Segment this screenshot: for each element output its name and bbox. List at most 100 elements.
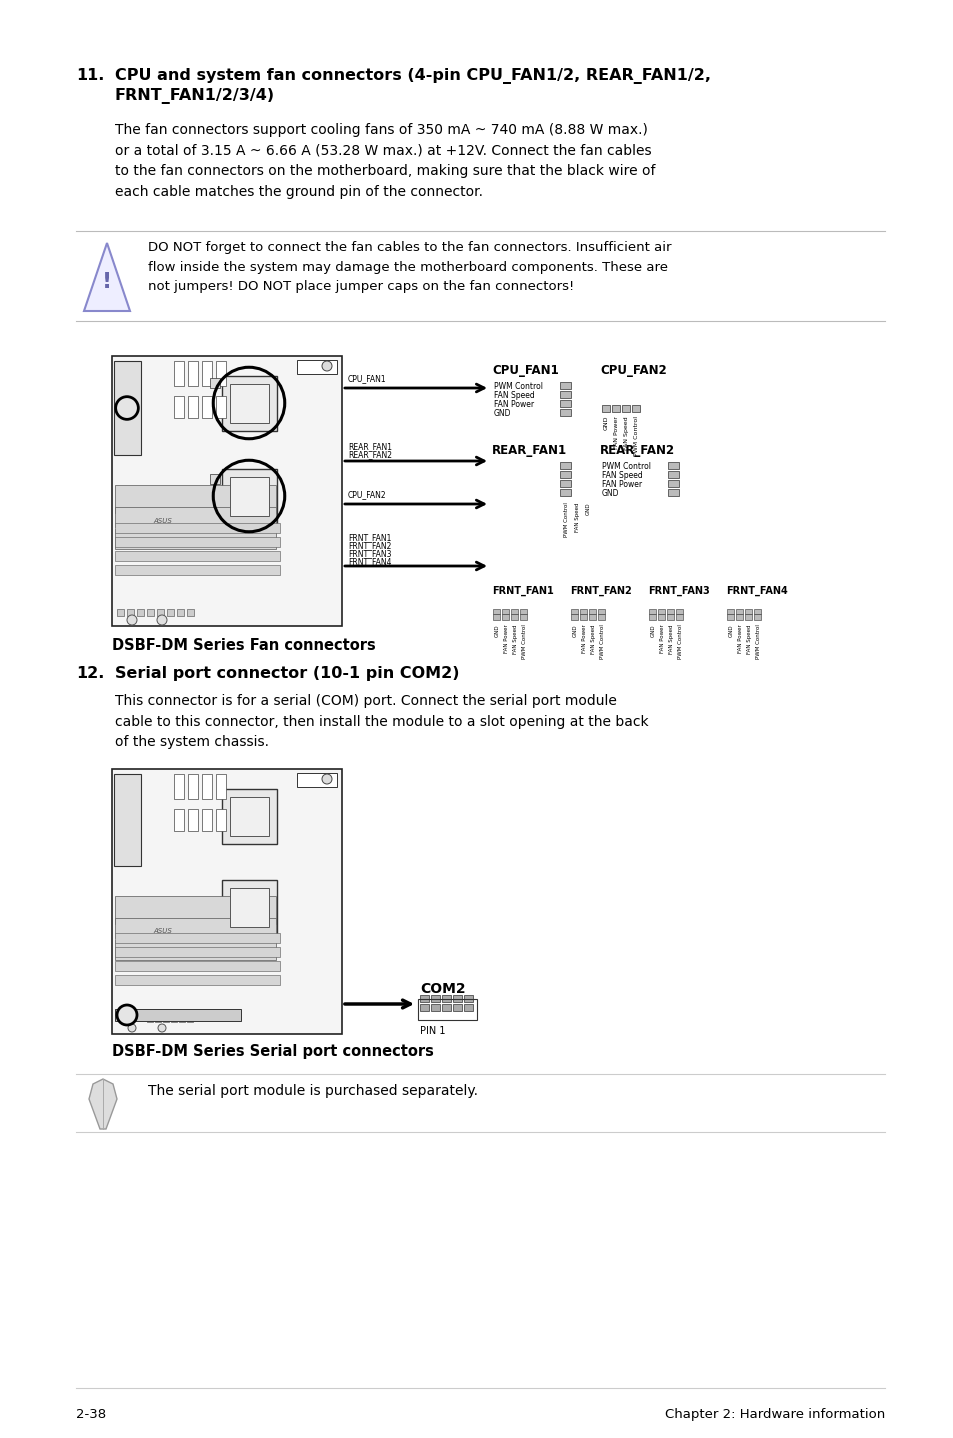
Bar xyxy=(676,610,682,614)
Text: CPU_FAN2: CPU_FAN2 xyxy=(599,364,666,377)
Text: PWM Control: PWM Control xyxy=(601,462,650,472)
Text: FRNT_FAN1/2/3/4): FRNT_FAN1/2/3/4) xyxy=(115,88,274,104)
Bar xyxy=(453,1004,461,1011)
Bar xyxy=(598,614,604,620)
Text: FAN Speed: FAN Speed xyxy=(590,624,596,653)
Text: FAN Speed: FAN Speed xyxy=(746,624,751,653)
Bar xyxy=(648,610,656,614)
Text: PWM Control: PWM Control xyxy=(521,624,526,659)
Bar xyxy=(215,810,226,831)
Text: ASUS: ASUS xyxy=(152,928,172,935)
Text: GND: GND xyxy=(603,416,608,430)
Bar xyxy=(601,406,609,413)
Bar xyxy=(667,472,679,477)
Text: GND: GND xyxy=(585,502,590,515)
Bar xyxy=(559,472,571,477)
Text: The fan connectors support cooling fans of 350 mA ~ 740 mA (8.88 W max.)
or a to: The fan connectors support cooling fans … xyxy=(115,124,655,198)
Bar xyxy=(117,610,124,615)
Bar xyxy=(753,610,760,614)
Bar xyxy=(210,378,220,388)
Bar xyxy=(676,614,682,620)
Bar xyxy=(230,889,269,928)
Bar xyxy=(726,614,733,620)
Bar xyxy=(441,1004,451,1011)
Text: CPU and system fan connectors (4-pin CPU_FAN1/2, REAR_FAN1/2,: CPU and system fan connectors (4-pin CPU… xyxy=(115,68,710,83)
Text: GND: GND xyxy=(650,624,656,637)
Bar xyxy=(493,614,499,620)
Bar xyxy=(588,610,596,614)
Bar xyxy=(127,610,133,615)
Bar xyxy=(559,408,571,416)
Bar xyxy=(157,610,164,615)
Bar xyxy=(115,896,275,925)
Bar xyxy=(419,995,429,1002)
Bar xyxy=(154,1017,161,1022)
Bar xyxy=(658,610,664,614)
Text: PIN 1: PIN 1 xyxy=(419,1025,445,1035)
Bar xyxy=(612,406,619,413)
Bar xyxy=(115,1009,241,1021)
Text: The serial port module is purchased separately.: The serial port module is purchased sepa… xyxy=(148,1084,477,1099)
Bar xyxy=(463,1004,473,1011)
Text: DSBF-DM Series Fan connectors: DSBF-DM Series Fan connectors xyxy=(112,638,375,653)
Text: GND: GND xyxy=(495,624,499,637)
Text: DO NOT forget to connect the fan cables to the fan connectors. Insufficient air
: DO NOT forget to connect the fan cables … xyxy=(148,242,671,293)
Text: GND: GND xyxy=(494,408,511,418)
Text: COM2: COM2 xyxy=(419,982,465,997)
Text: FAN Speed: FAN Speed xyxy=(601,472,642,480)
Bar xyxy=(147,1017,152,1022)
Text: FAN Speed: FAN Speed xyxy=(513,624,517,653)
Circle shape xyxy=(322,361,332,371)
Text: PWM Control: PWM Control xyxy=(563,502,568,536)
Bar xyxy=(667,489,679,496)
Bar xyxy=(115,933,280,943)
Circle shape xyxy=(117,1005,137,1025)
Bar xyxy=(493,610,499,614)
Text: PWM Control: PWM Control xyxy=(755,624,760,659)
Bar xyxy=(115,975,280,985)
Bar xyxy=(188,395,198,418)
Circle shape xyxy=(127,615,137,626)
Bar xyxy=(621,406,629,413)
Bar xyxy=(501,610,509,614)
Bar xyxy=(230,797,269,835)
Bar xyxy=(463,995,473,1002)
Bar xyxy=(735,610,742,614)
Bar xyxy=(453,995,461,1002)
Bar xyxy=(173,774,184,800)
Text: Chapter 2: Hardware information: Chapter 2: Hardware information xyxy=(664,1408,884,1421)
Bar xyxy=(559,400,571,407)
Bar xyxy=(501,614,509,620)
Text: 2-38: 2-38 xyxy=(76,1408,106,1421)
Bar xyxy=(744,614,751,620)
Text: FAN Power: FAN Power xyxy=(581,624,586,653)
Bar xyxy=(115,551,280,561)
Text: !: ! xyxy=(102,272,112,292)
Text: FRNT_FAN1: FRNT_FAN1 xyxy=(348,533,391,542)
Text: GND: GND xyxy=(728,624,733,637)
Text: FRNT_FAN3: FRNT_FAN3 xyxy=(348,549,391,558)
Bar xyxy=(202,810,212,831)
Bar xyxy=(571,610,578,614)
Bar xyxy=(177,610,184,615)
Bar xyxy=(631,406,639,413)
Bar xyxy=(559,480,571,487)
Bar xyxy=(188,361,198,385)
Bar xyxy=(215,361,226,385)
Circle shape xyxy=(157,615,167,626)
Bar xyxy=(230,384,269,423)
Bar xyxy=(726,610,733,614)
Bar xyxy=(559,383,571,390)
Text: PWM Control: PWM Control xyxy=(678,624,682,659)
Bar xyxy=(419,1004,429,1011)
Text: FRNT_FAN2: FRNT_FAN2 xyxy=(348,541,391,549)
Text: FAN Power: FAN Power xyxy=(601,480,641,489)
Text: FRNT_FAN4: FRNT_FAN4 xyxy=(725,587,787,597)
Text: FRNT_FAN1: FRNT_FAN1 xyxy=(492,587,553,597)
Bar xyxy=(744,610,751,614)
Bar xyxy=(222,789,276,844)
Bar xyxy=(202,361,212,385)
Text: DSBF-DM Series Serial port connectors: DSBF-DM Series Serial port connectors xyxy=(112,1044,434,1058)
Text: CPU_FAN1: CPU_FAN1 xyxy=(348,374,386,383)
Bar xyxy=(667,480,679,487)
